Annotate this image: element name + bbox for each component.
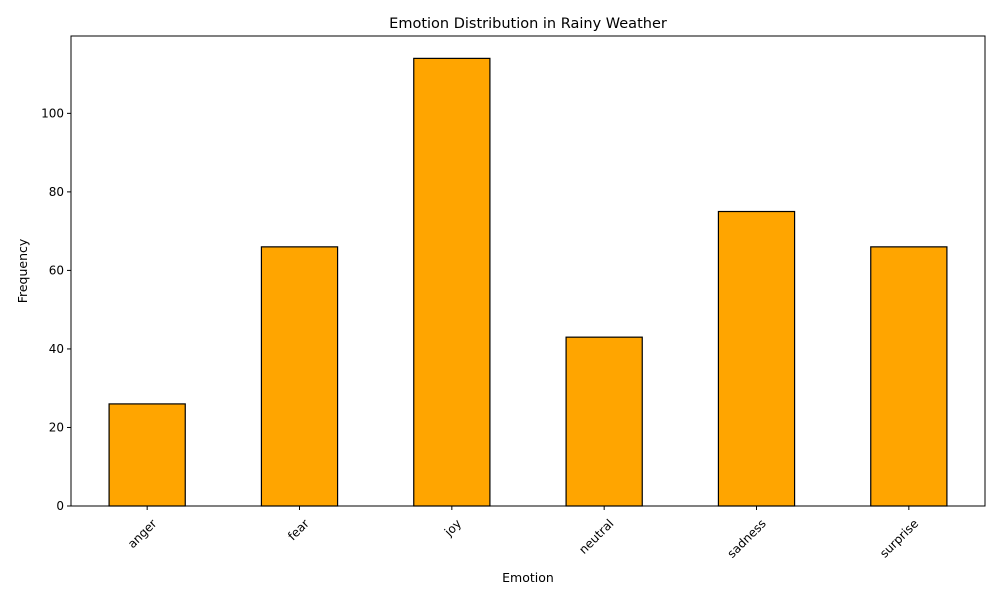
y-tick-label: 40: [49, 342, 64, 356]
y-tick-label: 100: [41, 106, 64, 120]
chart-title: Emotion Distribution in Rainy Weather: [389, 16, 667, 32]
x-tick-label: surprise: [877, 516, 921, 560]
x-tick-label: sadness: [724, 516, 768, 560]
y-tick-label: 80: [49, 185, 64, 199]
bar-anger: [108, 403, 186, 507]
x-axis-label: Emotion: [502, 570, 554, 585]
bar-sadness: [717, 210, 796, 507]
x-tick-label: anger: [125, 516, 160, 551]
bar-surprise: [870, 246, 948, 507]
y-tick-label: 20: [49, 420, 64, 434]
x-tick-label: joy: [441, 516, 464, 539]
x-tick-label: neutral: [576, 516, 616, 556]
bars-layer: [108, 57, 948, 507]
bar-fear: [260, 246, 339, 507]
axes-frame: [70, 35, 986, 507]
x-tick-label: fear: [285, 516, 312, 543]
y-tick-label: 60: [49, 263, 64, 277]
y-axis-label: Frequency: [15, 238, 30, 303]
y-tick-label: 0: [56, 499, 64, 513]
bar-neutral: [565, 336, 643, 507]
bar-joy: [413, 57, 491, 507]
